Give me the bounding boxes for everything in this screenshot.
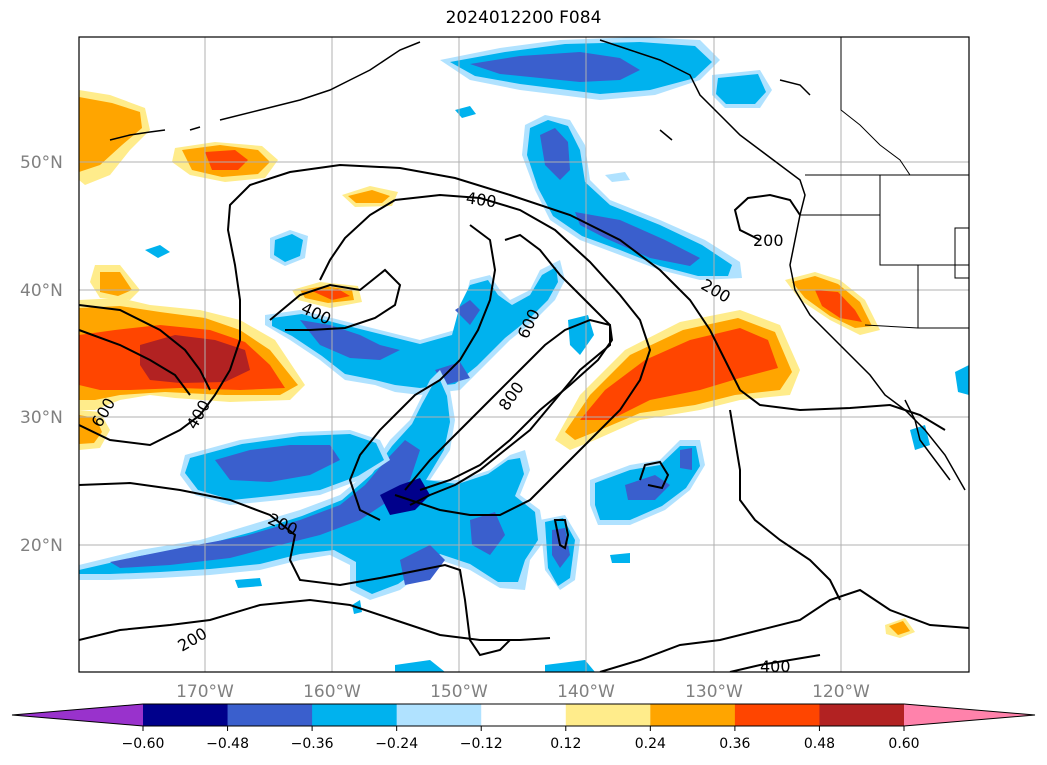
colorbar-segment [819, 704, 905, 726]
lon-label-120w: 120°W [812, 682, 870, 702]
lon-label-150w: 150°W [430, 682, 488, 702]
colorbar-tick-label: 0.60 [888, 736, 919, 752]
coastlines [109, 39, 966, 491]
colorbar-tick-label: 0.12 [550, 736, 581, 752]
colorbar-tick-label: 0.36 [719, 736, 750, 752]
lat-label-20: 20°N [20, 536, 63, 556]
contour-lines [79, 163, 969, 672]
colorbar-tick-label: −0.12 [460, 736, 503, 752]
graticule [79, 37, 969, 672]
lat-label-40: 40°N [20, 281, 63, 301]
colorbar-segment [312, 704, 398, 726]
colorbar-tick-label: 0.48 [804, 736, 835, 752]
colorbar-extend-low [12, 704, 143, 726]
contour-label-400d: 400 [760, 657, 791, 676]
latitude-labels: 50°N 40°N 30°N 20°N [20, 153, 63, 556]
colorbar-segment [481, 704, 567, 726]
colorbar: −0.60 −0.48 −0.36 −0.24 −0.12 0.12 0.24 0.36 0.4… [11, 703, 1036, 752]
colorbar-tick-label: −0.36 [291, 736, 334, 752]
contour-label-200a: 200 [753, 231, 784, 250]
map-content [79, 37, 969, 672]
lat-label-30: 30°N [20, 408, 63, 428]
longitude-labels: 170°W 160°W 150°W 140°W 130°W 120°W [176, 682, 870, 702]
colorbar-segment [396, 704, 482, 726]
lon-label-160w: 160°W [303, 682, 361, 702]
map-frame [78, 36, 970, 673]
lon-label-130w: 130°W [685, 682, 743, 702]
borders [800, 37, 969, 329]
colorbar-tick-label: −0.24 [375, 736, 418, 752]
negative-anomaly-fill [79, 37, 969, 672]
colorbar-segment [143, 704, 229, 726]
contour-label-400a: 400 [465, 188, 498, 211]
lat-label-50: 50°N [20, 153, 63, 173]
colorbar-segment [734, 704, 820, 726]
colorbar-tick-label: −0.60 [122, 736, 165, 752]
colorbar-segment [565, 704, 651, 726]
lon-label-170w: 170°W [176, 682, 234, 702]
colorbar-segment [650, 704, 736, 726]
colorbar-tick-label: −0.48 [206, 736, 249, 752]
map-title: 2024012200 F084 [445, 8, 602, 28]
colorbar-extend-high [904, 704, 1035, 726]
lon-label-140w: 140°W [557, 682, 615, 702]
colorbar-tick-label: 0.24 [635, 736, 666, 752]
colorbar-segment [227, 704, 313, 726]
